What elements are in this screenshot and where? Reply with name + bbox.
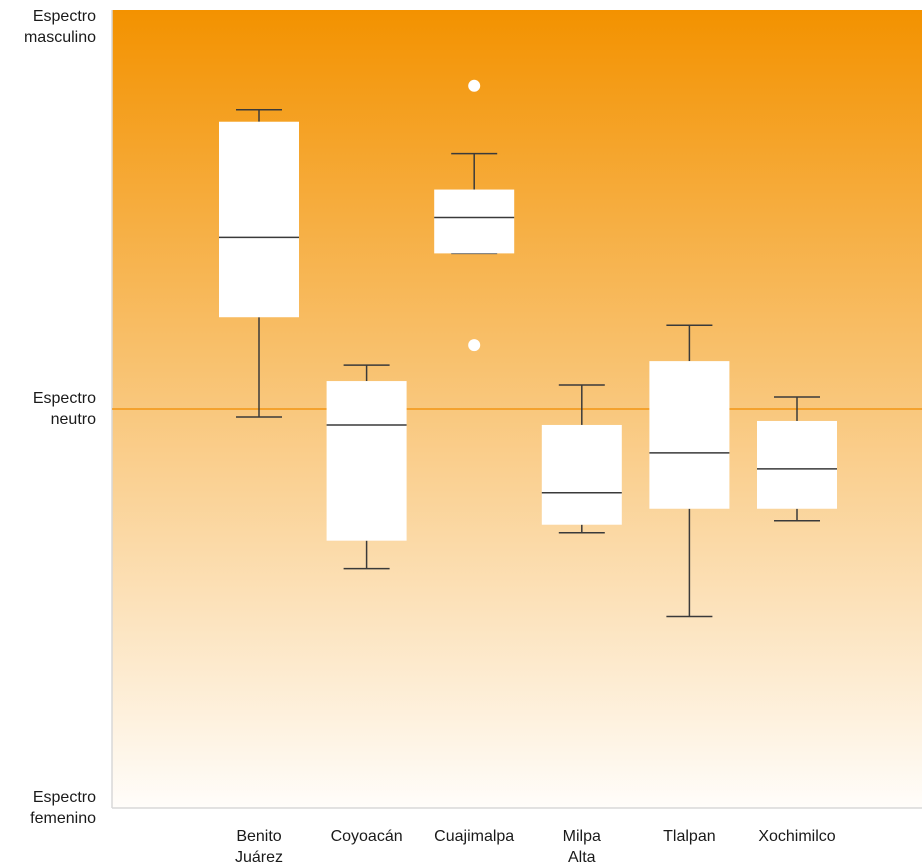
x-tick-label: Tlalpan xyxy=(634,826,744,847)
outlier-point xyxy=(468,79,481,92)
y-tick-label: Espectro masculino xyxy=(24,6,96,48)
y-tick-label-line: Espectro xyxy=(32,789,96,806)
y-tick-label-line: Espectro xyxy=(32,8,96,25)
x-tick-label: Cuajimalpa xyxy=(419,826,529,847)
x-tick-label-line: Tlalpan xyxy=(663,828,716,845)
y-tick-label-line: Espectro xyxy=(32,390,96,407)
x-tick-label: Xochimilco xyxy=(742,826,852,847)
box-iqr xyxy=(434,189,515,254)
box-iqr xyxy=(326,381,407,541)
y-tick-label: Espectro femenino xyxy=(30,787,96,829)
box-iqr xyxy=(219,121,299,318)
box-iqr xyxy=(541,424,622,525)
x-tick-label-line: Cuajimalpa xyxy=(434,828,515,845)
x-tick-label: Benito Juárez xyxy=(204,826,314,868)
x-tick-label-line: Alta xyxy=(568,849,596,866)
y-tick-label-line: masculino xyxy=(23,29,96,46)
x-tick-label-line: Juárez xyxy=(234,849,284,866)
box-group xyxy=(434,79,515,352)
box-iqr xyxy=(649,361,730,509)
box-group xyxy=(219,109,299,418)
x-tick-label-line: Milpa xyxy=(562,828,601,845)
box-group xyxy=(541,384,622,534)
x-tick-label-line: Xochimilco xyxy=(758,828,836,845)
x-tick-label-line: Benito xyxy=(236,828,282,845)
y-tick-label-line: femenino xyxy=(30,810,96,827)
y-tick-label: Espectro neutro xyxy=(33,388,96,430)
outlier-point xyxy=(468,339,481,352)
box-group xyxy=(326,364,407,570)
y-tick-label-line: neutro xyxy=(50,411,96,428)
box-group xyxy=(649,324,730,618)
box-iqr xyxy=(757,420,837,509)
x-tick-label: Milpa Alta xyxy=(527,826,637,868)
x-tick-label-line: Coyoacán xyxy=(330,828,403,845)
x-tick-label: Coyoacán xyxy=(312,826,422,847)
box-group xyxy=(757,396,837,522)
